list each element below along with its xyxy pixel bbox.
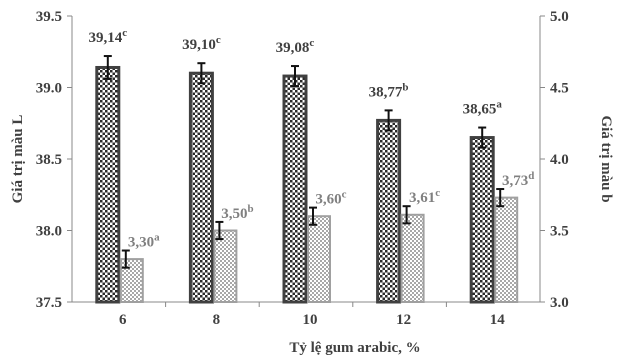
- x-tick-label: 6: [119, 312, 127, 328]
- y-tick-label: 39.5: [36, 9, 62, 25]
- data-label: 38,77b: [369, 81, 409, 100]
- bar-L: [469, 136, 495, 304]
- bar-b: [494, 196, 519, 303]
- y-tick-label: 38.5: [36, 152, 62, 168]
- y-tick-label: 39.0: [36, 81, 62, 97]
- y2-axis-title: Giá trị màu b: [598, 115, 614, 202]
- y-tick-label: 37.5: [36, 295, 62, 311]
- bars: [95, 55, 519, 304]
- y2-tick-label: 3.5: [550, 224, 569, 240]
- bar-b: [307, 215, 331, 303]
- bar-b: [400, 213, 425, 304]
- axes: 37.5 38.0 38.5 39.0 39.5 3.0 3.5 4.0 4.5 5.0 6 8 10 1…: [36, 9, 569, 328]
- bar-L: [95, 65, 121, 304]
- x-tick-label: 10: [303, 312, 318, 328]
- y2-tick-label: 4.5: [550, 81, 569, 97]
- bar-L: [376, 118, 402, 304]
- data-label: 39,08c: [276, 37, 315, 56]
- bar-b: [213, 229, 238, 303]
- y2-tick-label: 4.0: [550, 152, 569, 168]
- data-label: 3,30a: [128, 232, 160, 251]
- x-axis-title: Tỷ lệ gum arabic, %: [289, 340, 420, 356]
- x-tick-label: 14: [490, 312, 506, 328]
- data-label: 3,61c: [409, 187, 440, 206]
- data-label: 39,14c: [88, 27, 127, 46]
- y2-tick-label: 3.0: [550, 295, 569, 311]
- y2-tick-label: 5.0: [550, 9, 569, 25]
- data-label: 3,73d: [502, 170, 534, 189]
- y-tick-label: 38.0: [36, 224, 62, 240]
- data-label: 38,65a: [463, 99, 503, 118]
- bar-L: [188, 71, 214, 304]
- data-label: 39,10c: [182, 34, 221, 53]
- bar-b: [119, 258, 144, 304]
- x-tick-label: 8: [213, 312, 221, 328]
- data-label: 3,50b: [221, 203, 253, 222]
- x-tick-label: 12: [396, 312, 411, 328]
- data-labels: 39,14c 3,30a 39,10c 3,50b 39,08c 3,60c 38,77b 3…: [88, 27, 534, 250]
- y-axis-title: Giá trị màu L: [10, 115, 26, 204]
- bar-L: [282, 74, 308, 304]
- data-label: 3,60c: [315, 189, 346, 208]
